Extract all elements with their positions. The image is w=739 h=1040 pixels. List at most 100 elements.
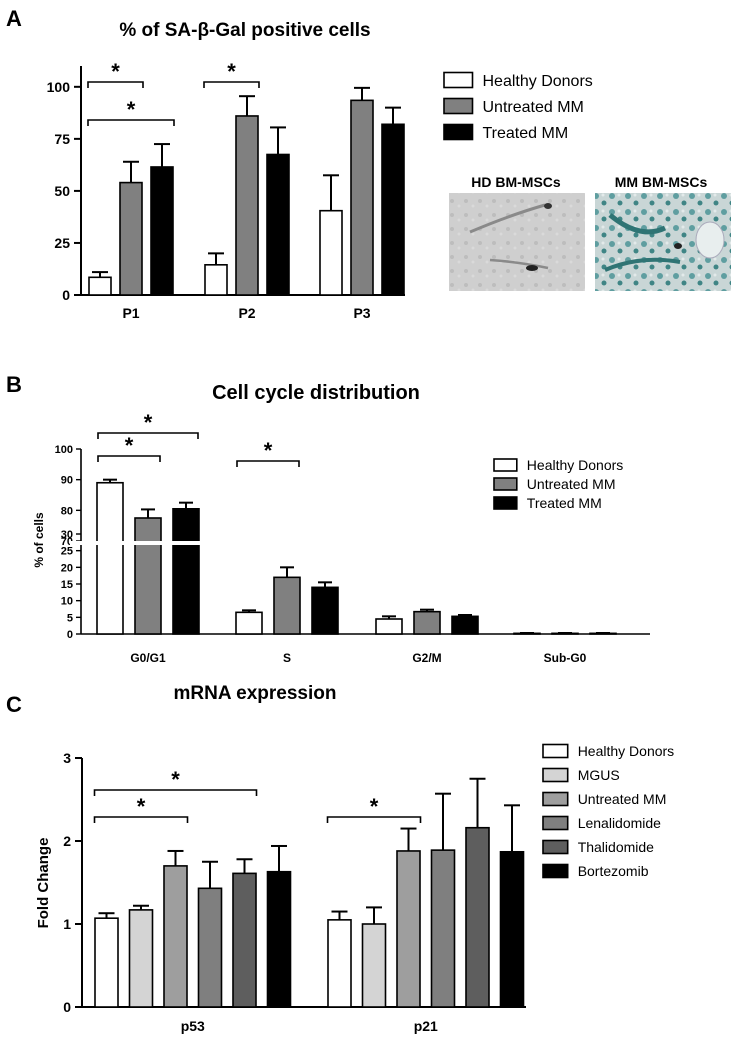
y-tick-label-c-0: 0 <box>63 999 71 1015</box>
significance-star-b-2: * <box>144 410 153 435</box>
chart-c: 0 1 2 3 p53 p21 * * * Healthy Donors MGUS Untreated… <box>63 743 674 1034</box>
legend-swatch-a-healthy-donors <box>443 71 474 89</box>
y-tick-label-a-0: 0 <box>62 287 70 303</box>
x-tick-label-b-g0-g1: G0/G1 <box>130 651 166 665</box>
bar-c-p53-lenalidomide <box>197 887 223 1008</box>
significance-bracket-b-1 <box>97 455 161 462</box>
x-tick-label-a-p1: P1 <box>122 305 139 321</box>
bar-b-g0-g1-healthy-donors <box>96 481 124 635</box>
y-tick-label-b-low-10: 10 <box>61 596 73 608</box>
y-tick-label-b-70: 70 <box>61 536 73 548</box>
legend-swatch-c-healthy-donors <box>542 743 569 759</box>
significance-star-c-3: * <box>370 794 379 819</box>
bar-a-p3-healthy-donors <box>319 209 343 296</box>
significance-star-a-2: * <box>127 97 136 122</box>
bar-c-p21-mgus <box>361 923 387 1008</box>
chart-b-title: Cell cycle distribution <box>212 382 420 404</box>
chart-a-title: % of SA-β-Gal positive cells <box>119 20 370 41</box>
hd-image-label: HD BM-MSCs <box>471 174 561 190</box>
x-tick-label-c-p21: p21 <box>414 1018 438 1034</box>
bar-c-p53-untreated-mm <box>163 865 188 1008</box>
legend-label-c-untreated-mm: Untreated MM <box>578 791 667 807</box>
legend-swatch-a-untreated-mm <box>443 97 474 115</box>
bar-b-s-untreated-mm <box>273 576 301 635</box>
legend-swatch-c-thalidomide <box>542 839 569 855</box>
bar-c-p53-thalidomide <box>232 872 257 1008</box>
mm-image-label: MM BM-MSCs <box>615 174 708 190</box>
legend-swatch-c-bortezomib <box>542 863 569 879</box>
legend-label-c-healthy-donors: Healthy Donors <box>578 743 675 759</box>
bar-a-p2-treated-mm <box>266 153 290 296</box>
y-tick-label-a-50: 50 <box>54 183 70 199</box>
legend-swatch-b-untreated-mm <box>493 477 518 491</box>
bar-a-p2-healthy-donors <box>204 264 228 296</box>
legend-label-b-treated-mm: Treated MM <box>527 495 602 511</box>
y-tick-label-a-25: 25 <box>54 235 70 251</box>
legend-label-a-healthy-donors: Healthy Donors <box>483 73 593 90</box>
x-tick-label-c-p53: p53 <box>181 1018 205 1034</box>
chart-b-ylabel: % of cells <box>32 512 46 568</box>
y-tick-label-b-low-5: 5 <box>67 612 73 624</box>
bar-a-p1-untreated-mm <box>119 181 143 296</box>
y-tick-label-b-80: 80 <box>61 505 73 517</box>
bar-b-s-treated-mm <box>311 586 339 635</box>
legend-label-c-bortezomib: Bortezomib <box>578 863 649 879</box>
panel-letter-c: C <box>6 692 22 717</box>
y-tick-label-b-100: 100 <box>55 444 73 456</box>
legend-swatch-c-untreated-mm <box>542 791 569 807</box>
hd-micrograph <box>449 193 585 291</box>
axis-break-gap-b <box>70 541 210 545</box>
y-tick-label-b-low-25: 25 <box>61 546 73 558</box>
legend-label-b-untreated-mm: Untreated MM <box>527 476 616 492</box>
bar-a-p1-treated-mm <box>150 166 174 296</box>
y-tick-label-a-100: 100 <box>47 79 71 95</box>
panel-letter-a: A <box>6 6 22 31</box>
bar-c-p53-bortezomib <box>266 870 292 1008</box>
legend-label-b-healthy-donors: Healthy Donors <box>527 457 624 473</box>
significance-bracket-c-2 <box>93 789 258 796</box>
significance-bracket-a-1 <box>87 81 144 88</box>
bar-a-p3-untreated-mm <box>350 99 374 296</box>
significance-bracket-b-3 <box>236 460 300 467</box>
bar-b-g2-m-healthy-donors <box>375 618 403 635</box>
bar-c-p21-bortezomib <box>499 850 525 1008</box>
significance-bracket-a-3 <box>203 81 260 88</box>
bar-c-p21-healthy-donors <box>327 919 352 1008</box>
significance-bracket-c-3 <box>326 816 422 823</box>
y-tick-label-b-low-0: 0 <box>67 629 73 641</box>
bar-c-p21-lenalidomide <box>430 849 456 1008</box>
bar-b-g0-g1-untreated-mm <box>134 517 162 635</box>
y-tick-label-c-3: 3 <box>63 750 71 766</box>
significance-star-b-1: * <box>125 433 134 458</box>
x-tick-label-b-sub-g0: Sub-G0 <box>544 651 587 665</box>
bar-b-g0-g1-treated-mm <box>172 507 200 635</box>
chart-a: 0 25 50 75 100 P1 P2 P3 * * * Healthy Donors Untreat… <box>47 59 593 321</box>
legend-label-c-thalidomide: Thalidomide <box>578 839 654 855</box>
bar-b-sub-g0-treated-mm <box>589 632 617 635</box>
bar-b-s-healthy-donors <box>235 611 263 635</box>
legend-label-c-mgus: MGUS <box>578 767 620 783</box>
significance-star-a-3: * <box>227 59 236 84</box>
legend-label-a-treated-mm: Treated MM <box>483 125 569 142</box>
x-tick-label-a-p2: P2 <box>238 305 255 321</box>
significance-star-a-1: * <box>111 59 120 84</box>
significance-bracket-c-1 <box>93 816 189 823</box>
bar-c-p21-untreated-mm <box>396 850 421 1008</box>
chart-b: 70 80 90 100 0 5 10 15 20 25 30 G0/G1 S G2/M Sub-G0 * * *… <box>55 410 650 665</box>
significance-star-c-2: * <box>171 767 180 792</box>
y-tick-label-b-90: 90 <box>61 475 73 487</box>
x-tick-label-a-p3: P3 <box>353 305 370 321</box>
x-tick-label-b-s: S <box>283 651 291 665</box>
bar-b-sub-g0-untreated-mm <box>551 632 579 635</box>
bar-c-p53-healthy-donors <box>94 917 119 1008</box>
significance-bracket-b-2 <box>97 432 199 439</box>
y-tick-label-b-low-20: 20 <box>61 562 73 574</box>
mm-micrograph <box>595 193 731 291</box>
y-tick-label-c-2: 2 <box>63 833 71 849</box>
significance-star-b-3: * <box>264 438 273 463</box>
significance-star-c-1: * <box>137 794 146 819</box>
chart-c-title: mRNA expression <box>174 683 337 704</box>
significance-bracket-a-2 <box>87 119 175 126</box>
legend-label-a-untreated-mm: Untreated MM <box>483 99 584 116</box>
